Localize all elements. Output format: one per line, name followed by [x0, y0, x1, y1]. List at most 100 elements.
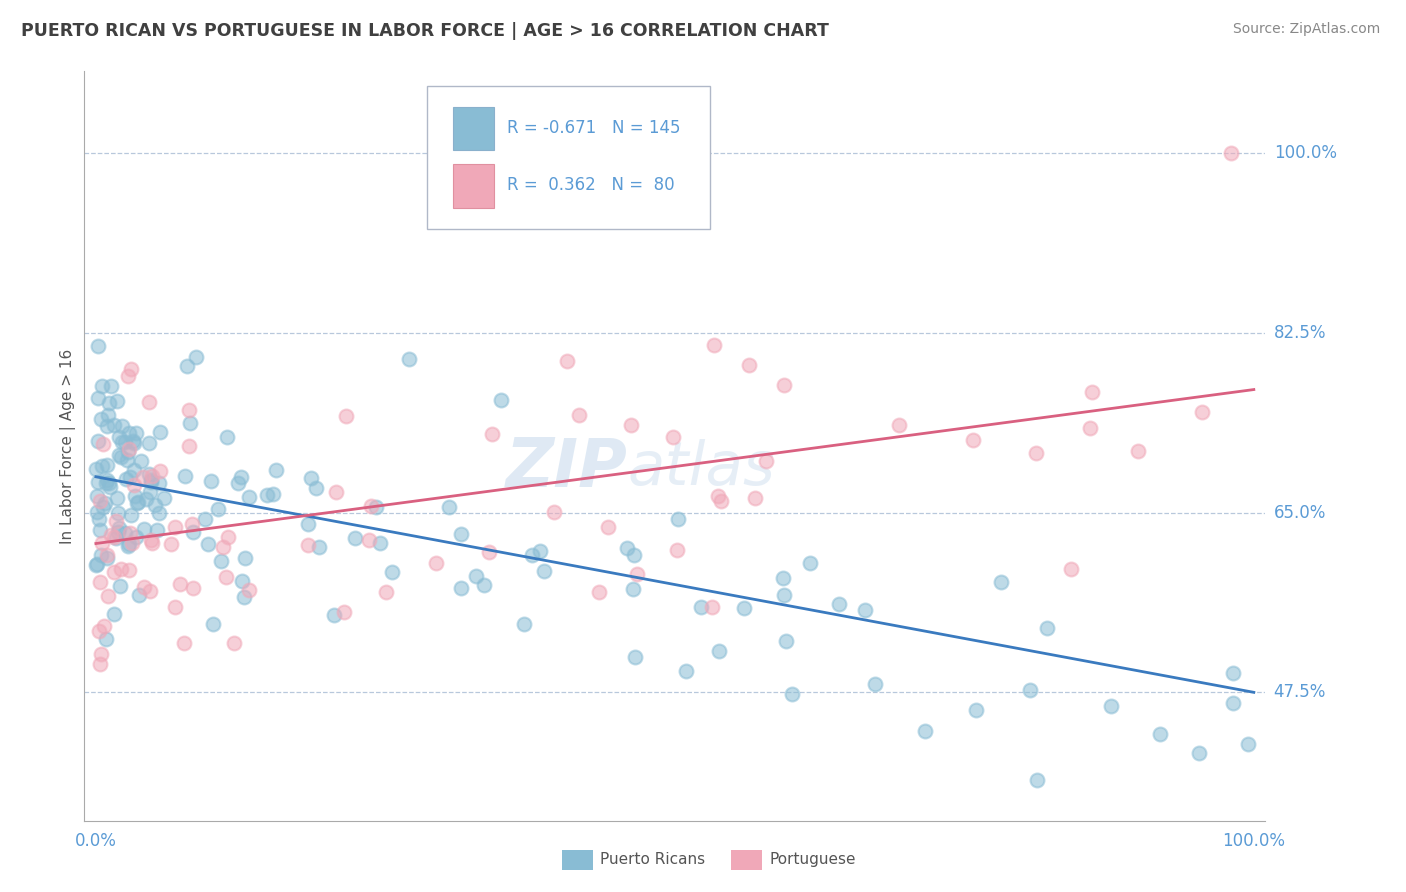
Portuguese — [1025, 446, 1047, 460]
Puerto Ricans — [256, 488, 278, 502]
Puerto Ricans — [489, 392, 512, 407]
Puerto Ricans — [533, 564, 555, 578]
Puerto Ricans — [914, 723, 936, 738]
Portuguese — [141, 536, 163, 550]
Puerto Ricans — [233, 551, 256, 566]
Portuguese — [360, 499, 382, 513]
Puerto Ricans — [107, 521, 129, 535]
Puerto Ricans — [138, 436, 160, 450]
Portuguese — [87, 624, 110, 638]
Puerto Ricans — [675, 664, 697, 678]
Puerto Ricans — [122, 434, 145, 449]
Puerto Ricans — [148, 506, 170, 520]
Puerto Ricans — [111, 435, 134, 450]
Portuguese — [325, 485, 347, 500]
Puerto Ricans — [305, 482, 328, 496]
Puerto Ricans — [135, 491, 157, 506]
Puerto Ricans — [775, 633, 797, 648]
Puerto Ricans — [98, 396, 121, 410]
Puerto Ricans — [118, 425, 141, 440]
Portuguese — [222, 636, 245, 650]
Puerto Ricans — [176, 359, 198, 373]
Text: 0.0%: 0.0% — [75, 831, 117, 850]
Portuguese — [110, 562, 132, 576]
Text: Source: ZipAtlas.com: Source: ZipAtlas.com — [1233, 22, 1381, 37]
Puerto Ricans — [529, 544, 551, 558]
Puerto Ricans — [513, 617, 536, 632]
Puerto Ricans — [772, 589, 794, 603]
Portuguese — [887, 418, 910, 433]
Puerto Ricans — [107, 525, 129, 540]
Puerto Ricans — [197, 537, 219, 551]
Portuguese — [707, 489, 730, 503]
Puerto Ricans — [690, 600, 713, 615]
Puerto Ricans — [1099, 699, 1122, 714]
Puerto Ricans — [100, 379, 122, 393]
Puerto Ricans — [118, 537, 141, 551]
Portuguese — [238, 582, 260, 597]
Puerto Ricans — [90, 548, 112, 562]
Puerto Ricans — [138, 467, 160, 482]
Puerto Ricans — [616, 541, 638, 556]
Puerto Ricans — [125, 530, 148, 544]
Puerto Ricans — [1237, 737, 1260, 751]
Portuguese — [118, 442, 141, 457]
Portuguese — [755, 453, 778, 467]
Puerto Ricans — [115, 472, 138, 486]
Puerto Ricans — [124, 489, 146, 503]
Puerto Ricans — [853, 603, 876, 617]
Puerto Ricans — [84, 462, 107, 476]
Puerto Ricans — [623, 649, 645, 664]
Portuguese — [588, 585, 610, 599]
Puerto Ricans — [89, 523, 111, 537]
Puerto Ricans — [990, 574, 1012, 589]
Portuguese — [138, 395, 160, 409]
Puerto Ricans — [117, 444, 139, 458]
Puerto Ricans — [472, 578, 495, 592]
Portuguese — [89, 657, 111, 672]
Portuguese — [169, 577, 191, 591]
Portuguese — [122, 478, 145, 492]
Puerto Ricans — [96, 418, 118, 433]
Portuguese — [96, 548, 118, 562]
Portuguese — [772, 377, 794, 392]
Puerto Ricans — [238, 490, 260, 504]
Text: 65.0%: 65.0% — [1274, 504, 1326, 522]
Portuguese — [165, 520, 187, 534]
Portuguese — [1078, 421, 1101, 435]
Portuguese — [710, 493, 733, 508]
Portuguese — [177, 439, 200, 453]
Portuguese — [1126, 444, 1149, 458]
Portuguese — [596, 520, 619, 534]
Puerto Ricans — [437, 500, 460, 515]
Portuguese — [626, 566, 648, 581]
Puerto Ricans — [87, 434, 110, 448]
Puerto Ricans — [209, 554, 232, 568]
Portuguese — [181, 582, 204, 596]
Puerto Ricans — [522, 548, 544, 562]
Puerto Ricans — [84, 558, 107, 572]
Puerto Ricans — [323, 607, 346, 622]
Puerto Ricans — [173, 469, 195, 483]
Puerto Ricans — [94, 476, 117, 491]
Puerto Ricans — [103, 418, 125, 433]
Puerto Ricans — [450, 527, 472, 541]
Puerto Ricans — [107, 506, 129, 520]
Puerto Ricans — [148, 476, 170, 491]
Puerto Ricans — [114, 525, 136, 540]
Puerto Ricans — [231, 469, 253, 483]
Puerto Ricans — [98, 479, 121, 493]
Portuguese — [117, 368, 139, 383]
Puerto Ricans — [965, 703, 987, 717]
Portuguese — [118, 563, 141, 577]
Portuguese — [121, 535, 143, 549]
Puerto Ricans — [132, 523, 155, 537]
Portuguese — [297, 537, 319, 551]
Puerto Ricans — [207, 501, 229, 516]
Puerto Ricans — [772, 571, 794, 585]
Puerto Ricans — [105, 394, 128, 409]
Portuguese — [212, 540, 235, 554]
Puerto Ricans — [108, 430, 131, 444]
Puerto Ricans — [464, 569, 486, 583]
Puerto Ricans — [368, 535, 391, 549]
